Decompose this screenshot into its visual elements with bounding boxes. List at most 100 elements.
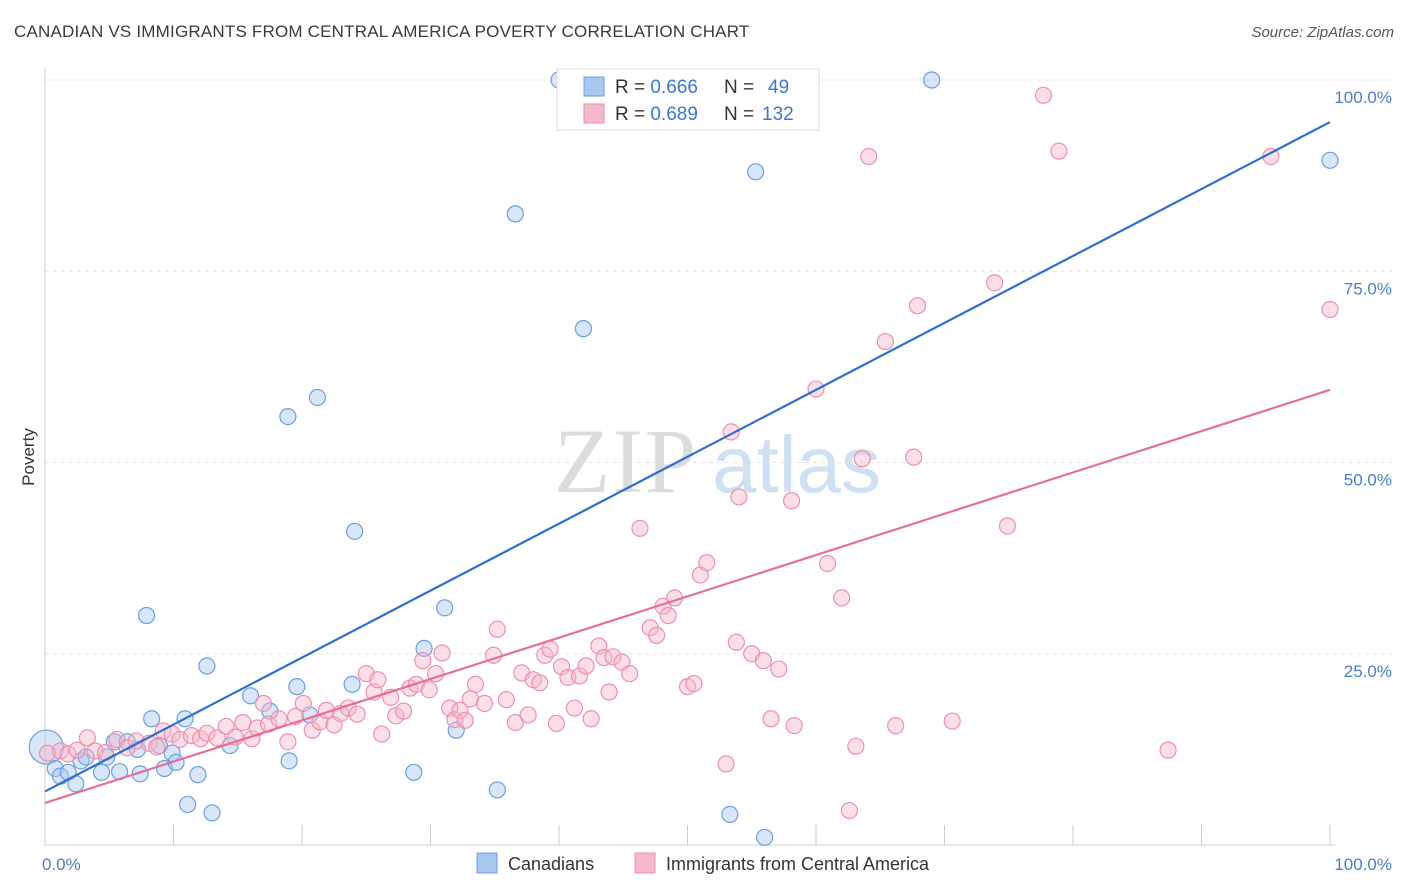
- immigrants-trend-line: [44, 388, 1331, 804]
- immigrants-point-70: [565, 699, 584, 717]
- chart-source: Source: ZipAtlas.com: [1251, 24, 1394, 41]
- stat-n-label-0: N =: [724, 77, 754, 98]
- immigrants-point-55: [466, 675, 485, 693]
- immigrants-point-75: [595, 648, 613, 667]
- grid-lines: [45, 79, 1392, 655]
- immigrants-point-67: [547, 714, 566, 732]
- immigrants-point-24: [254, 694, 273, 713]
- immigrants-point-77: [604, 648, 622, 666]
- immigrants-point-102: [833, 589, 851, 607]
- canadians-point-46: [923, 71, 941, 89]
- immigrants-point-36: [348, 705, 366, 723]
- canadians-point-26: [242, 687, 260, 705]
- immigrants-point-112: [986, 274, 1004, 292]
- immigrants-point-105: [853, 450, 871, 468]
- canadians-point-23: [198, 657, 216, 675]
- immigrants-point-82: [648, 626, 666, 644]
- immigrants-point-2: [59, 745, 77, 763]
- canadians-trend-line: [44, 121, 1331, 793]
- immigrants-point-93: [730, 488, 748, 506]
- immigrants-point-68: [552, 658, 571, 676]
- immigrants-point-118: [1321, 300, 1339, 319]
- immigrants-point-72: [577, 657, 595, 675]
- legend-label-canadians: Canadians: [508, 854, 594, 874]
- immigrants-point-116: [1159, 741, 1177, 759]
- stat-n-value-1: 132: [762, 104, 794, 125]
- immigrants-point-52: [451, 701, 469, 719]
- stat-r-label-1: R =: [615, 104, 650, 125]
- canadians-point-40: [506, 205, 524, 223]
- immigrants-point-115: [1050, 142, 1068, 160]
- canadians-point-32: [308, 388, 327, 407]
- immigrants-point-4: [78, 729, 97, 747]
- immigrants-point-29: [294, 694, 312, 713]
- chart-title: CANADIAN VS IMMIGRANTS FROM CENTRAL AMER…: [14, 22, 750, 41]
- stats-swatch-canadians: [583, 76, 605, 97]
- x-tick-label-1: 100.0%: [1334, 855, 1392, 874]
- immigrants-points: [38, 86, 1339, 820]
- legend: Canadians Immigrants from Central Americ…: [476, 852, 930, 874]
- immigrants-point-84: [659, 606, 677, 625]
- canadians-point-22: [189, 766, 207, 784]
- immigrants-point-49: [433, 644, 451, 662]
- immigrants-point-114: [1034, 86, 1053, 104]
- immigrants-point-46: [414, 652, 432, 670]
- immigrants-point-108: [887, 717, 905, 735]
- x-tick-label-0: 0.0%: [42, 855, 81, 874]
- immigrants-point-99: [785, 717, 803, 735]
- immigrants-point-110: [908, 297, 927, 315]
- immigrants-point-59: [497, 691, 515, 709]
- immigrants-point-90: [717, 755, 735, 773]
- immigrants-point-98: [782, 492, 801, 510]
- immigrants-point-111: [943, 712, 961, 730]
- immigrants-point-106: [860, 147, 878, 166]
- canadians-point-36: [415, 639, 433, 657]
- immigrants-point-58: [488, 620, 506, 638]
- immigrants-point-27: [279, 733, 297, 751]
- immigrants-point-73: [582, 710, 600, 728]
- immigrants-point-104: [847, 737, 865, 755]
- canadians-point-15: [143, 710, 161, 728]
- canadians-point-21: [179, 795, 197, 814]
- canadians-point-43: [721, 805, 739, 824]
- immigrants-point-79: [621, 665, 639, 683]
- immigrants-point-80: [631, 519, 649, 537]
- immigrants-point-107: [876, 333, 894, 351]
- watermark-zip: ZIP: [554, 410, 698, 512]
- svg-text:R = 0.666: R = 0.666: [615, 77, 698, 98]
- immigrants-point-76: [600, 683, 618, 701]
- immigrants-point-3: [68, 741, 86, 759]
- axes: [44, 68, 1335, 846]
- immigrants-point-39: [369, 671, 387, 689]
- immigrants-point-53: [456, 711, 474, 729]
- canadians-point-29: [280, 752, 298, 770]
- immigrants-point-71: [570, 667, 589, 685]
- y-tick-label-1: 50.0%: [1344, 471, 1392, 490]
- canadians-point-42: [574, 320, 593, 338]
- immigrants-point-66: [541, 640, 559, 658]
- canadians-point-6: [77, 748, 95, 766]
- stats-swatch-immigrants: [583, 103, 605, 124]
- immigrants-point-95: [754, 652, 772, 670]
- canadians-point-28: [279, 408, 297, 426]
- legend-swatch-immigrants: [634, 852, 656, 874]
- immigrants-point-0: [38, 744, 57, 762]
- immigrants-point-113: [998, 517, 1017, 535]
- immigrants-point-62: [519, 706, 537, 724]
- legend-swatch-canadians: [476, 852, 498, 874]
- svg-text:N =: N =: [724, 77, 754, 98]
- immigrants-point-11: [148, 738, 166, 756]
- canadians-point-45: [755, 828, 774, 846]
- canadians-point-37: [436, 599, 454, 617]
- immigrants-point-40: [373, 725, 391, 743]
- canadians-point-33: [343, 675, 361, 693]
- legend-label-immigrants: Immigrants from Central America: [666, 854, 930, 874]
- stat-n-value-0: 49: [768, 77, 789, 98]
- immigrants-point-18: [208, 729, 226, 747]
- tick-labels: 25.0% 50.0% 75.0% 100.0% 0.0% 100.0%: [42, 88, 1392, 874]
- canadians-point-14: [137, 606, 156, 625]
- immigrants-point-87: [685, 674, 703, 693]
- canadians-point-7: [92, 763, 111, 781]
- immigrants-point-89: [698, 554, 716, 572]
